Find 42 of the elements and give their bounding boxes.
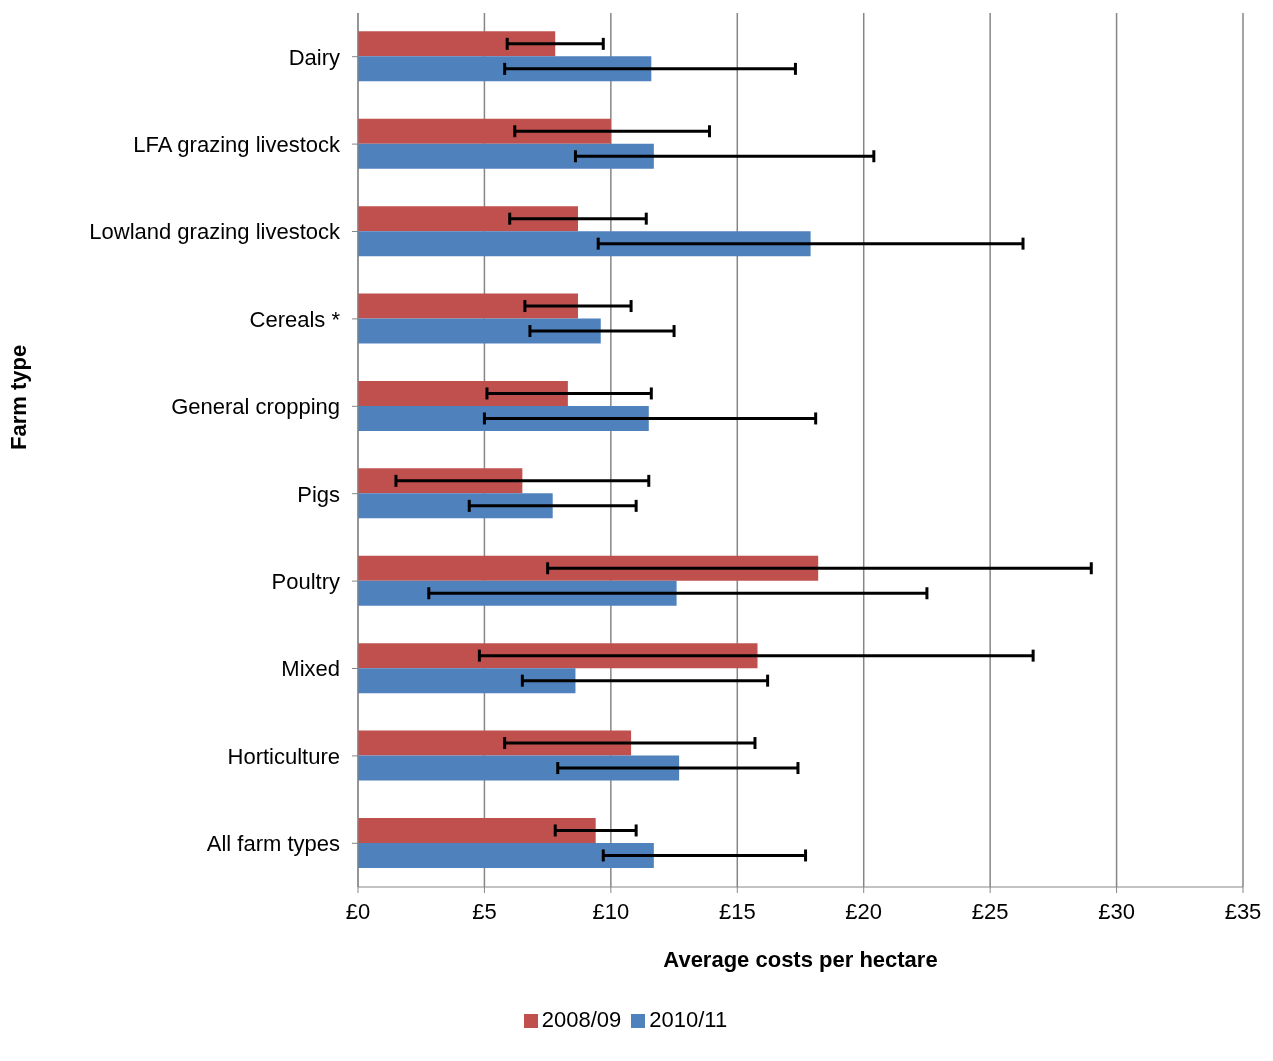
y-tick-label: All farm types xyxy=(206,831,340,857)
x-tick-label: £25 xyxy=(971,898,1009,924)
legend-label: 2010/11 xyxy=(649,1007,728,1032)
x-tick-label: £0 xyxy=(345,898,371,924)
bar xyxy=(358,293,578,319)
y-tick-label: Lowland grazing livestock xyxy=(89,219,341,245)
bar xyxy=(358,231,811,257)
x-axis-title: Average costs per hectare xyxy=(663,947,938,972)
y-tick-label: Cereals * xyxy=(249,306,341,332)
bar xyxy=(358,468,523,494)
x-tick-label: £10 xyxy=(592,898,630,924)
y-tick-label: LFA grazing livestock xyxy=(133,131,341,157)
bar xyxy=(358,56,652,82)
bar xyxy=(358,143,654,169)
bar xyxy=(358,730,632,756)
bar xyxy=(358,755,680,781)
x-tick-label: £35 xyxy=(1224,898,1262,924)
bar xyxy=(358,31,556,57)
y-tick-label: Poultry xyxy=(271,568,340,594)
x-tick-label: £20 xyxy=(845,898,883,924)
bar xyxy=(358,206,578,232)
bar xyxy=(358,668,576,694)
y-tick-label: Mixed xyxy=(281,656,340,682)
bar xyxy=(358,580,677,606)
x-tick-label: £30 xyxy=(1098,898,1135,924)
x-tick-label: £5 xyxy=(472,898,497,924)
x-tick-label: £15 xyxy=(718,898,756,924)
legend-label: 2008/09 xyxy=(541,1007,622,1032)
y-axis-title: Farm type xyxy=(5,344,31,450)
y-tick-label: General cropping xyxy=(171,394,340,420)
bar xyxy=(358,405,649,431)
bar xyxy=(358,380,568,406)
y-tick-label: Horticulture xyxy=(227,743,340,769)
bar xyxy=(358,118,611,144)
bar xyxy=(358,555,819,581)
bar xyxy=(358,493,553,519)
bar xyxy=(358,318,601,344)
y-tick-label: Dairy xyxy=(288,44,340,70)
bar xyxy=(358,643,758,669)
bar xyxy=(358,817,596,843)
y-tick-label: Pigs xyxy=(297,481,340,507)
bar xyxy=(358,842,654,868)
